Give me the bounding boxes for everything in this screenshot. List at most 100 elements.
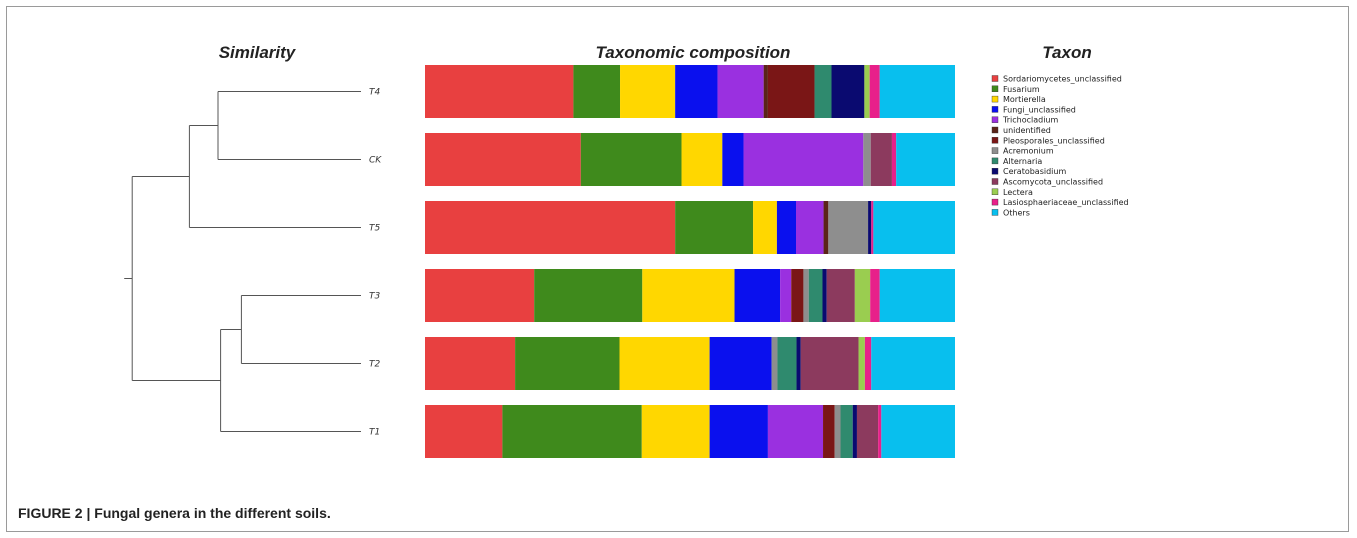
bar-segment-t4-sordariomycetes-unclassified (425, 65, 574, 118)
bar-segment-t4-mortierella (620, 65, 676, 118)
bar-segment-t2-ceratobasidium (796, 337, 801, 390)
legend-swatch-lasiosphaeriaceae-unclassified (991, 198, 999, 206)
bar-segment-t5-trichocladium (796, 201, 824, 254)
bar-segment-ck-others (896, 133, 955, 186)
bar-segment-t1-lasiosphaeriaceae-unclassified (878, 405, 882, 458)
bar-segment-t1-alternaria (840, 405, 853, 458)
figure-label: FIGURE 2 | (18, 505, 95, 521)
bar-segment-t3-fungi-unclassified (734, 269, 781, 322)
legend-swatch-lectera (991, 188, 999, 196)
bar-segment-t1-ceratobasidium (852, 405, 857, 458)
legend-label-unidentified: unidentified (1003, 126, 1051, 135)
bar-segment-t3-trichocladium (780, 269, 792, 322)
legend-swatch-alternaria (991, 157, 999, 165)
bar-segment-t2-lectera (858, 337, 865, 390)
legend-label-acremonium: Acremonium (1003, 147, 1054, 156)
legend-swatch-others (991, 209, 999, 216)
bar-segment-t4-lasiosphaeriaceae-unclassified (869, 65, 880, 118)
legend-title: Taxon (1042, 43, 1091, 62)
bar-segment-t3-pleosporales-unclassified (791, 269, 804, 322)
bar-segment-t4-trichocladium (717, 65, 764, 118)
bar-segment-t3-alternaria (808, 269, 823, 322)
legend: Sordariomycetes_unclassifiedFusariumMort… (991, 75, 1129, 217)
bar-segment-t3-sordariomycetes-unclassified (425, 269, 535, 322)
bar-segment-t2-acremonium (771, 337, 778, 390)
bars-title: Taxonomic composition (596, 43, 791, 62)
bar-segment-ck-acremonium (863, 133, 871, 186)
bar-segment-t2-lasiosphaeriaceae-unclassified (864, 337, 872, 390)
bar-segment-t4-unidentified (763, 65, 768, 118)
bar-segment-t3-lectera (854, 269, 871, 322)
legend-swatch-unidentified (991, 126, 999, 134)
bar-segment-t3-ascomycota-unclassified (826, 269, 855, 322)
bar-segment-t5-acremonium (828, 201, 869, 254)
bar-segment-t4-fungi-unclassified (675, 65, 718, 118)
legend-swatch-fusarium (991, 85, 999, 93)
bar-segment-t5-fungi-unclassified (776, 201, 796, 254)
bar-segment-t5-ceratobasidium (868, 201, 872, 254)
bar-segment-t1-acremonium (834, 405, 841, 458)
bar-segment-t2-alternaria (777, 337, 797, 390)
bar-segment-t2-others (871, 337, 955, 390)
bar-segment-t5-sordariomycetes-unclassified (425, 201, 676, 254)
figure-caption: FIGURE 2 | Fungal genera in the differen… (18, 505, 331, 521)
legend-swatch-pleosporales-unclassified (991, 137, 999, 144)
bar-segment-t4-lectera (864, 65, 870, 118)
stacked-bars (425, 65, 955, 458)
bar-segment-t2-ascomycota-unclassified (800, 337, 859, 390)
sample-label-ck: CK (369, 156, 382, 166)
legend-swatch-trichocladium (991, 116, 999, 123)
bar-segment-t5-fusarium (675, 201, 754, 254)
bar-segment-t4-alternaria (814, 65, 832, 118)
legend-label-pleosporales-unclassified: Pleosporales_unclassified (1003, 136, 1105, 145)
legend-label-ceratobasidium: Ceratobasidium (1003, 167, 1066, 176)
caption-text: Fungal genera in the different soils. (94, 505, 331, 521)
sample-label-t5: T5 (369, 224, 380, 234)
legend-label-fusarium: Fusarium (1003, 85, 1040, 94)
bar-segment-t2-mortierella (619, 337, 710, 390)
bar-segment-t5-lasiosphaeriaceae-unclassified (871, 201, 874, 254)
legend-label-lasiosphaeriaceae-unclassified: Lasiosphaeriaceae_unclassified (1003, 198, 1129, 207)
bar-segment-ck-fusarium (580, 133, 682, 186)
legend-swatch-ceratobasidium (991, 167, 999, 175)
bar-segment-t3-fusarium (534, 269, 643, 322)
legend-swatch-ascomycota-unclassified (991, 178, 999, 185)
legend-label-fungi-unclassified: Fungi_unclassified (1003, 105, 1076, 114)
sample-label-t2: T2 (369, 360, 380, 370)
bar-segment-t3-lasiosphaeriaceae-unclassified (870, 269, 880, 322)
bar-segment-t5-mortierella (753, 201, 777, 254)
legend-label-others: Others (1003, 208, 1030, 217)
bar-segment-t1-others (881, 405, 955, 458)
dendrogram-title: Similarity (219, 43, 297, 62)
bar-segment-t1-mortierella (641, 405, 710, 458)
legend-swatch-mortierella (991, 95, 999, 103)
bar-segment-t4-fusarium (573, 65, 621, 118)
bar-segment-t1-sordariomycetes-unclassified (425, 405, 503, 458)
bar-segment-t5-unidentified (823, 201, 829, 254)
bar-segment-t2-sordariomycetes-unclassified (425, 337, 516, 390)
bar-segment-t3-acremonium (803, 269, 809, 322)
bar-segment-ck-ascomycota-unclassified (870, 133, 892, 186)
dendrogram: T4 CK T5 T3 T2 T1 (124, 88, 382, 438)
bar-segment-ck-trichocladium (743, 133, 864, 186)
bar-segment-t4-pleosporales-unclassified (767, 65, 815, 118)
legend-label-trichocladium: Trichocladium (1002, 116, 1058, 125)
bar-segment-ck-lasiosphaeriaceae-unclassified (891, 133, 897, 186)
bar-segment-t4-others (879, 65, 955, 118)
bar-segment-t3-others (879, 269, 955, 322)
bar-segment-t4-ceratobasidium (831, 65, 865, 118)
bar-segment-t5-others (873, 201, 955, 254)
sample-label-t1: T1 (369, 428, 380, 438)
bar-segment-t1-trichocladium (767, 405, 824, 458)
legend-label-mortierella: Mortierella (1003, 95, 1046, 104)
bar-segment-t1-fusarium (502, 405, 642, 458)
legend-label-ascomycota-unclassified: Ascomycota_unclassified (1003, 178, 1103, 187)
bar-segment-t1-fungi-unclassified (709, 405, 768, 458)
chart-svg: Similarity Taxonomic composition Taxon T… (124, 43, 1129, 458)
legend-swatch-fungi-unclassified (991, 106, 999, 113)
legend-label-lectera: Lectera (1003, 188, 1033, 197)
bar-segment-t3-mortierella (642, 269, 735, 322)
bar-segment-ck-sordariomycetes-unclassified (425, 133, 581, 186)
bar-segment-t3-ceratobasidium (822, 269, 827, 322)
bar-segment-t1-pleosporales-unclassified (823, 405, 835, 458)
